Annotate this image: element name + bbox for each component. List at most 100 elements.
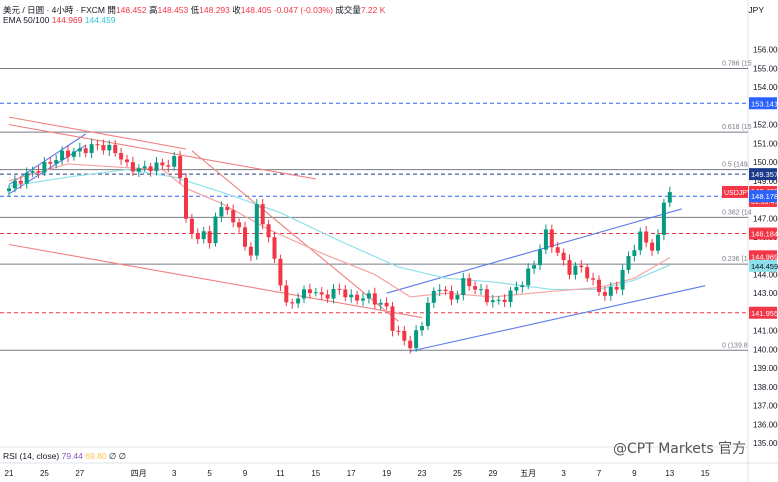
- low-label: 低: [190, 5, 200, 15]
- candle: [302, 285, 306, 304]
- candle-body: [508, 290, 513, 302]
- candle-body: [307, 289, 312, 294]
- candle: [538, 244, 542, 271]
- candle-body: [479, 289, 483, 291]
- candle: [349, 289, 354, 303]
- candle: [184, 173, 188, 223]
- channel-line: [410, 285, 706, 352]
- candle-body: [667, 192, 672, 203]
- candle-body: [390, 306, 395, 331]
- y-tick-label: 135.000: [753, 439, 778, 448]
- candle-body: [260, 204, 265, 225]
- symbol-line: 美元 / 日圆 · 4小時 · FXCM: [3, 5, 106, 15]
- change-value: -0.047 (-0.03%): [273, 5, 333, 15]
- ema100-value: 144.459: [84, 15, 116, 25]
- candle-body: [201, 231, 206, 240]
- candle: [490, 294, 495, 308]
- candle-body: [278, 258, 283, 286]
- x-tick-label: 3: [172, 469, 177, 478]
- candle-body: [420, 326, 424, 331]
- currency-label: JPY: [748, 5, 764, 15]
- candle: [66, 145, 70, 163]
- candle: [496, 295, 501, 305]
- candle-body: [384, 302, 389, 307]
- candle-body: [591, 278, 596, 280]
- candle-body: [473, 286, 478, 290]
- candle-body: [597, 279, 601, 292]
- candle: [378, 298, 383, 311]
- candle-body: [632, 250, 637, 256]
- y-tick-label: 141.000: [753, 327, 778, 336]
- candle: [366, 289, 371, 304]
- candle-body: [160, 162, 165, 166]
- x-tick-label: 25: [453, 469, 462, 478]
- candle-body: [148, 166, 153, 172]
- ema50-line: [8, 163, 671, 298]
- candle: [567, 254, 572, 280]
- candle-body: [555, 247, 560, 253]
- candle-body: [608, 286, 613, 296]
- candle: [36, 165, 41, 179]
- candle-body: [319, 292, 324, 295]
- candle: [555, 241, 560, 257]
- candle-body: [243, 227, 247, 247]
- candle-body: [573, 265, 578, 275]
- candle: [331, 283, 336, 304]
- candle-body: [656, 234, 660, 251]
- y-tick-label: 149.000: [753, 177, 778, 186]
- candle-body: [66, 150, 70, 157]
- candle: [119, 147, 124, 165]
- y-tick-label: 140.000: [753, 345, 778, 354]
- candle-body: [425, 302, 430, 327]
- candle: [608, 282, 613, 301]
- symbol-tag-bg: [722, 185, 748, 198]
- rsi-legend[interactable]: RSI (14, close) 79.44 69.80 ∅ ∅: [3, 451, 126, 462]
- price-tag-text: 153.141: [751, 99, 778, 108]
- candle: [361, 292, 365, 306]
- candle-body: [154, 162, 159, 172]
- candle: [231, 204, 236, 228]
- candle-body: [467, 278, 472, 287]
- candle: [479, 284, 483, 296]
- x-tick-label: 9: [243, 469, 248, 478]
- candle: [243, 221, 247, 251]
- price-tag-bg: [749, 97, 777, 110]
- candle-body: [189, 218, 194, 234]
- candle: [614, 281, 619, 294]
- candle-body: [136, 168, 141, 172]
- candle: [425, 297, 430, 331]
- candle-body: [408, 340, 413, 349]
- candle-body: [337, 288, 342, 290]
- candle-body: [331, 288, 336, 299]
- candle: [219, 201, 224, 222]
- candle: [30, 166, 35, 178]
- x-tick-label: 9: [632, 469, 637, 478]
- candle-body: [378, 302, 383, 305]
- open-value: 148.452: [115, 5, 147, 15]
- candle: [532, 260, 537, 274]
- candle: [644, 225, 649, 248]
- y-tick-label: 147.000: [753, 214, 778, 223]
- candle: [278, 254, 283, 292]
- candle-body: [178, 156, 183, 178]
- ema-legend[interactable]: EMA 50/100 144.969 144.459: [3, 15, 116, 25]
- price-tag-text: 144.459: [751, 262, 778, 271]
- candle-body: [254, 204, 259, 256]
- candle: [355, 290, 360, 305]
- candle: [313, 287, 318, 297]
- candle: [172, 151, 177, 171]
- candle: [154, 156, 159, 176]
- candle: [272, 231, 277, 263]
- candle: [526, 263, 531, 290]
- price-tag-text: 148.178: [751, 192, 778, 201]
- low-value: 148.293: [199, 5, 230, 15]
- candle: [125, 154, 129, 167]
- x-tick-label: 3: [561, 469, 566, 478]
- candle: [384, 297, 389, 310]
- candle: [60, 146, 65, 165]
- candle: [189, 213, 194, 239]
- candle: [585, 263, 590, 283]
- y-tick-label: 155.000: [753, 64, 778, 73]
- candle-body: [113, 144, 118, 154]
